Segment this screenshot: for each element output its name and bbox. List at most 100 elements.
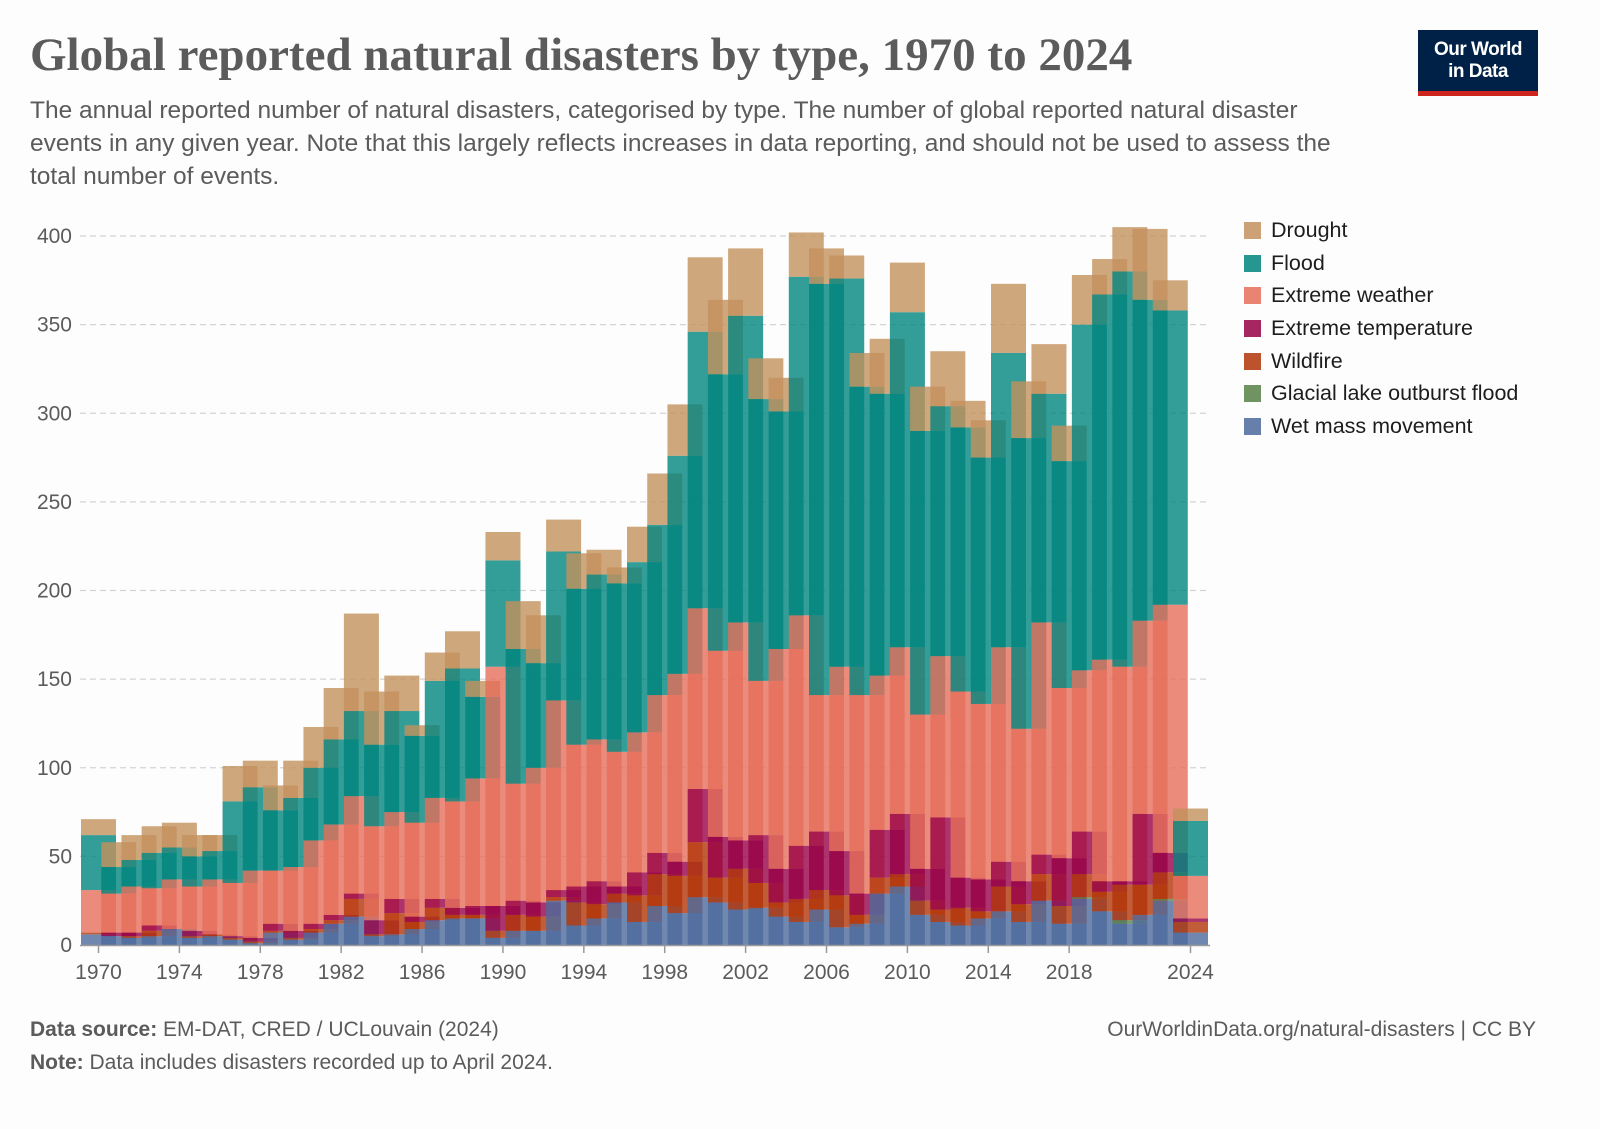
legend-item[interactable]: Extreme weather (1244, 279, 1518, 312)
bar-segment-wet-mass-movement[interactable] (222, 939, 258, 945)
bar-segment-wet-mass-movement[interactable] (1173, 932, 1208, 945)
bar-segment-wildfire[interactable] (202, 934, 238, 937)
bar-segment-extreme-temperature[interactable] (121, 932, 157, 937)
bar-segment-extreme-weather[interactable] (1173, 875, 1208, 919)
bar-segment-extreme-temperature[interactable] (323, 914, 359, 921)
bar-segment-wet-mass-movement[interactable] (101, 936, 137, 945)
bar-segment-glacial-lake-outburst-flood[interactable] (1071, 897, 1107, 899)
legend-item[interactable]: Glacial lake outburst flood (1244, 377, 1518, 410)
bar-segment-wildfire[interactable] (465, 914, 501, 919)
bar-segment-wildfire[interactable] (242, 941, 278, 944)
bar-segment-extreme-temperature[interactable] (1112, 881, 1148, 885)
bar-stack-2005[interactable] (788, 232, 824, 945)
source-url-link[interactable]: OurWorldinData.org/natural-disasters | C… (1107, 1018, 1536, 1041)
bar-segment-extreme-temperature[interactable] (465, 906, 501, 915)
bar-segment-wet-mass-movement[interactable] (384, 934, 420, 945)
bar-segment-drought[interactable] (889, 262, 925, 313)
bar-segment-wet-mass-movement[interactable] (81, 934, 116, 945)
bar-segment-wet-mass-movement[interactable] (141, 936, 177, 945)
owid-logo[interactable]: Our World in Data (1418, 30, 1538, 96)
bar-segment-wildfire[interactable] (445, 914, 480, 919)
bar-stack-2024[interactable] (1173, 808, 1208, 945)
bar-segment-wet-mass-movement[interactable] (182, 937, 218, 945)
bar-segment-extreme-temperature[interactable] (283, 930, 319, 938)
bar-segment-wildfire[interactable] (323, 920, 359, 924)
bar-segment-wildfire[interactable] (283, 937, 319, 940)
bar-segment-wildfire[interactable] (404, 921, 440, 930)
bar-segment-extreme-temperature[interactable] (404, 916, 440, 922)
bar-segment-drought[interactable] (404, 725, 440, 736)
bar-segment-wildfire[interactable] (606, 893, 642, 903)
bar-segment-extreme-temperature[interactable] (242, 937, 278, 942)
bar-segment-drought[interactable] (991, 283, 1026, 353)
bar-segment-extreme-temperature[interactable] (101, 932, 137, 937)
bar-segment-drought[interactable] (384, 675, 420, 712)
x-tick-label: 1998 (641, 961, 688, 984)
note-text: Data includes disasters recorded up to A… (83, 1051, 553, 1074)
y-tick-label: 100 (37, 757, 72, 780)
legend-item[interactable]: Drought (1244, 214, 1518, 247)
legend-swatch (1244, 287, 1261, 305)
bar-stack-2003[interactable] (748, 358, 784, 945)
bar-segment-wildfire[interactable] (182, 936, 218, 938)
bar-segment-extreme-temperature[interactable] (263, 923, 298, 931)
bar-segment-extreme-temperature[interactable] (182, 930, 218, 937)
bar-segment-wildfire[interactable] (222, 937, 258, 940)
bar-segment-wet-mass-movement[interactable] (242, 943, 278, 945)
legend-item[interactable]: Flood (1244, 247, 1518, 280)
bar-segment-wildfire[interactable] (546, 897, 582, 901)
bar-segment-extreme-temperature[interactable] (343, 893, 379, 899)
bar-stack-1980[interactable] (283, 760, 319, 945)
legend-item[interactable]: Wet mass movement (1244, 410, 1518, 443)
bar-segment-extreme-temperature[interactable] (141, 925, 177, 931)
bar-segment-extreme-temperature[interactable] (1173, 918, 1208, 922)
legend-item[interactable]: Wildfire (1244, 345, 1518, 378)
bar-stack-2023[interactable] (1152, 280, 1188, 945)
bar-segment-wildfire[interactable] (1173, 921, 1208, 933)
bar-stack-1991[interactable] (505, 601, 541, 945)
y-axis: 0 50 100 150 200 250 300 350 400 (37, 225, 72, 957)
bar-segment-wet-mass-movement[interactable] (364, 936, 400, 945)
bar-segment-extreme-temperature[interactable] (606, 886, 642, 894)
x-tick-label: 1974 (156, 961, 203, 984)
bar-segment-wet-mass-movement[interactable] (121, 937, 157, 945)
bar-segment-wildfire[interactable] (849, 914, 885, 924)
bar-segment-wildfire[interactable] (303, 929, 339, 933)
bar-segment-wildfire[interactable] (485, 930, 521, 938)
bar-segment-extreme-temperature[interactable] (546, 890, 582, 898)
bar-segment-drought[interactable] (81, 819, 116, 836)
bar-segment-wet-mass-movement[interactable] (485, 937, 521, 945)
bar-segment-wildfire[interactable] (121, 936, 157, 938)
bar-segment-wildfire[interactable] (263, 930, 298, 933)
legend-item[interactable]: Extreme temperature (1244, 312, 1518, 345)
bar-segment-wildfire[interactable] (364, 934, 400, 937)
bar-segment-wildfire[interactable] (970, 911, 1006, 919)
bar-segment-flood[interactable] (1173, 820, 1208, 876)
bar-segment-drought[interactable] (1173, 808, 1208, 821)
bar-segment-drought[interactable] (1152, 280, 1188, 311)
bar-segment-drought[interactable] (445, 631, 480, 669)
bar-segment-extreme-temperature[interactable] (222, 936, 258, 938)
bar-segment-glacial-lake-outburst-flood[interactable] (1152, 898, 1188, 901)
bar-segment-drought[interactable] (242, 760, 278, 788)
bar-segment-wildfire[interactable] (141, 930, 177, 937)
bar-segment-wildfire[interactable] (81, 932, 116, 935)
bar-segment-drought[interactable] (829, 255, 865, 279)
bar-segment-wet-mass-movement[interactable] (202, 936, 238, 945)
bar-segment-drought[interactable] (930, 351, 966, 407)
bar-segment-flood[interactable] (1152, 310, 1188, 605)
bar-segment-wet-mass-movement[interactable] (283, 939, 319, 945)
x-tick-label: 1990 (480, 961, 527, 984)
bar-segment-extreme-temperature[interactable] (1092, 881, 1128, 892)
bar-segment-drought[interactable] (728, 248, 764, 316)
bar-segment-extreme-temperature[interactable] (424, 898, 460, 908)
y-tick-label: 250 (37, 491, 72, 514)
legend-swatch (1244, 221, 1261, 239)
bar-segment-extreme-temperature[interactable] (303, 923, 339, 930)
bar-stack-1997[interactable] (627, 526, 662, 945)
bar-segment-extreme-temperature[interactable] (445, 907, 480, 915)
bar-segment-glacial-lake-outburst-flood[interactable] (1112, 920, 1148, 924)
bar-segment-drought[interactable] (1031, 344, 1067, 394)
bar-segment-drought[interactable] (485, 532, 521, 561)
bar-segment-drought[interactable] (546, 519, 582, 552)
